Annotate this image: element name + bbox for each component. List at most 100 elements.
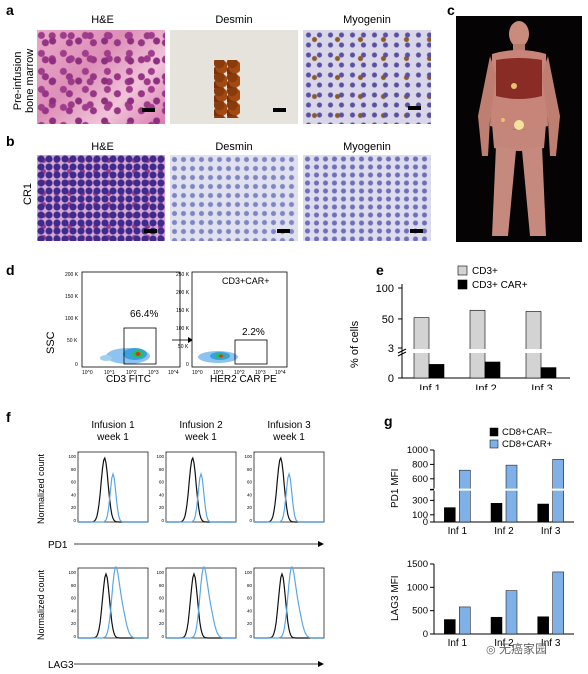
x-tick-label: Inf 2 <box>494 638 514 649</box>
histogram-curve-car-pos <box>78 471 148 523</box>
scale-bar <box>273 108 286 112</box>
panel-a-stain-he: H&E <box>91 14 114 26</box>
marker-axis-arrowhead <box>318 541 324 547</box>
pet-ct-scan-image <box>456 16 582 242</box>
histogram-ytick: 0 <box>73 634 76 639</box>
histogram-ytick: 60 <box>71 480 77 485</box>
cd3-yticks: 200 K 150 K 100 K 50 K 0 <box>65 272 79 368</box>
column-title-line2: week 1 <box>184 432 217 443</box>
cd3-xlabel: CD3 FITC <box>106 374 151 382</box>
y-tick-label: 0 <box>423 629 428 640</box>
column-title-line1: Infusion 2 <box>179 420 223 431</box>
y-tick-label: 100 <box>412 510 428 521</box>
bar-cd3-car- <box>484 361 501 379</box>
histogram-ytick: 60 <box>247 596 253 601</box>
micrograph-a-myogenin <box>303 30 431 124</box>
column-title-line2: week 1 <box>272 432 305 443</box>
car-plot-title: CD3+CAR+ <box>222 276 270 286</box>
panel-f-label: f <box>6 409 11 425</box>
car-yticks: 250 K 200 K 150 K 100 K 50 K 0 <box>176 272 190 368</box>
panel-a-row-label: Pre-infusion bone marrow <box>12 49 36 113</box>
panel-a-row-label-line2: bone marrow <box>24 48 36 113</box>
histogram-curve-car-pos <box>254 566 324 639</box>
bar-cd8-car- <box>552 459 564 523</box>
y-axis-label: PD1 MFI <box>390 469 401 508</box>
histogram-ytick: 40 <box>247 608 253 613</box>
svg-text:10^3: 10^3 <box>255 370 266 376</box>
y-tick-label: 50 <box>382 314 394 326</box>
histogram-ytick: 0 <box>249 518 252 523</box>
histogram-ylabel: Normalized count <box>36 453 46 524</box>
legend-swatch <box>489 439 499 449</box>
svg-text:10^2: 10^2 <box>234 370 245 376</box>
svg-text:200 K: 200 K <box>65 272 79 278</box>
marker-axis-arrowhead <box>318 661 324 667</box>
histogram-curve-car-pos <box>78 566 148 639</box>
histogram-ytick: 80 <box>247 583 253 588</box>
x-tick-label: Inf 1 <box>419 383 440 390</box>
histogram-curve-car-pos <box>166 566 236 639</box>
desmin-stained-cells <box>214 60 240 118</box>
svg-text:50 K: 50 K <box>67 338 78 344</box>
histogram-ytick: 20 <box>71 621 77 626</box>
pet-body-silhouette <box>478 21 560 236</box>
watermark-text: 无癌家园 <box>498 642 547 656</box>
panel-b-stain-desmin: Desmin <box>215 141 253 153</box>
histogram-ytick: 20 <box>71 505 77 510</box>
histogram-ytick: 40 <box>159 608 165 613</box>
panel-b-stain-myogenin: Myogenin <box>343 141 391 153</box>
svg-text:150 K: 150 K <box>65 294 79 300</box>
histogram-ytick: 100 <box>68 570 76 575</box>
micrograph-a-desmin <box>170 30 298 124</box>
legend-label: CD3+ <box>472 266 498 277</box>
y-tick-label: 500 <box>412 606 428 617</box>
histogram-ytick: 100 <box>156 570 164 575</box>
histogram-ytick: 60 <box>71 596 77 601</box>
svg-text:10^1: 10^1 <box>213 370 224 376</box>
svg-text:10^1: 10^1 <box>104 370 115 376</box>
histogram-ytick: 80 <box>71 583 77 588</box>
x-tick-label: Inf 3 <box>541 526 561 537</box>
bar-cd8-car- <box>490 616 503 635</box>
histogram-curve-car-pos <box>166 471 236 523</box>
histogram-ytick: 40 <box>71 608 77 613</box>
scale-bar <box>144 229 157 233</box>
svg-text:100 K: 100 K <box>176 326 190 332</box>
bar-cd8-car- <box>444 507 456 523</box>
bar-cd8-car- <box>552 571 564 635</box>
micrograph-b-he <box>37 155 165 241</box>
histogram-ylabel: Normalized count <box>36 569 46 640</box>
y-tick-label: 1000 <box>407 582 428 593</box>
car-xticks: 10^0 10^1 10^2 10^3 10^4 <box>192 370 286 376</box>
histogram-ytick: 60 <box>159 480 165 485</box>
svg-text:50 K: 50 K <box>178 344 189 350</box>
wechat-icon: ◎ <box>486 644 496 656</box>
gating-arrow-head <box>188 337 193 343</box>
histogram-frame <box>165 451 237 523</box>
histogram-ytick: 0 <box>161 634 164 639</box>
histogram-curve-car-pos <box>254 471 324 523</box>
column-title-line1: Infusion 1 <box>91 420 135 431</box>
y-tick-label: 1500 <box>407 559 428 570</box>
column-title-line2: week 1 <box>96 432 129 443</box>
cd3-gate <box>123 327 157 365</box>
marker-label: LAG3 <box>48 660 74 671</box>
bar-break-gap <box>469 349 486 353</box>
column-title-line1: Infusion 3 <box>267 420 311 431</box>
y-tick-label: 600 <box>412 474 428 485</box>
scale-bar <box>277 229 290 233</box>
flow-cytometry-plots: 66.4% 200 K 150 K 100 K 50 K 0 10^0 10^1… <box>45 271 288 382</box>
car-gate <box>234 339 268 365</box>
panel-d-label: d <box>6 262 15 278</box>
car-gate-percent: 2.2% <box>242 327 265 338</box>
histogram-ytick: 80 <box>247 467 253 472</box>
bar-break-gap <box>413 349 430 353</box>
micrograph-b-myogenin <box>303 155 431 241</box>
histogram-ytick: 40 <box>247 492 253 497</box>
y-tick-label: 3 <box>388 343 394 355</box>
legend-label: CD3+ CAR+ <box>472 280 528 291</box>
y-tick-label: 300 <box>412 495 428 506</box>
micrograph-b-desmin <box>170 155 298 241</box>
